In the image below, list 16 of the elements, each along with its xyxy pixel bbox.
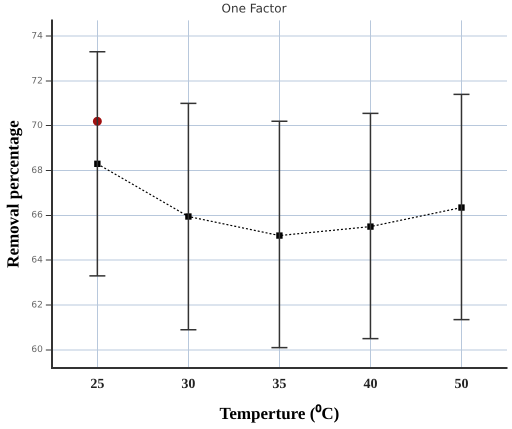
x-axis-title: Temperture (⁰C) (220, 404, 340, 424)
y-tick-label: 64 (31, 256, 44, 266)
y-tick-label: 70 (31, 121, 44, 132)
x-tick-label: 35 (272, 376, 286, 392)
x-tick-label: 40 (363, 376, 378, 392)
y-tick-label: 60 (31, 345, 44, 356)
y-tick-label: 74 (31, 31, 44, 42)
y-tick-label: 62 (31, 300, 43, 310)
chart-title: One Factor (222, 1, 287, 16)
y-tick-label: 66 (31, 210, 44, 221)
y-axis-title: Removal percentage (4, 120, 23, 268)
y-tick-label: 68 (31, 166, 44, 176)
x-tick-label: 25 (90, 376, 104, 392)
x-tick-label: 50 (454, 376, 468, 392)
x-tick-label: 30 (181, 376, 196, 392)
y-tick-label: 72 (31, 76, 43, 86)
